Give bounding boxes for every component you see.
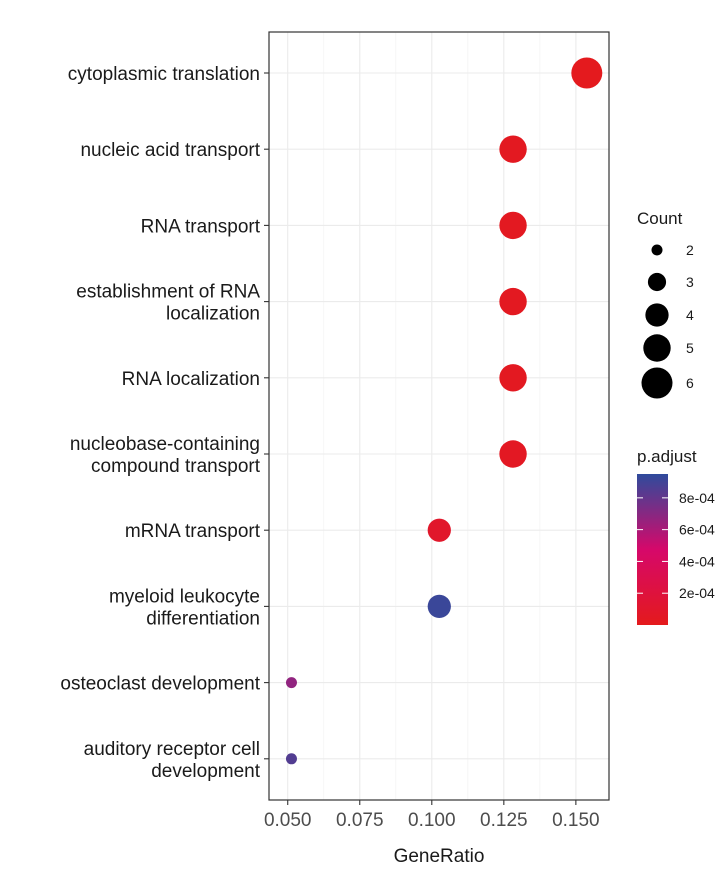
x-axis: 0.050 0.075 0.100 0.125 0.150 xyxy=(264,800,600,831)
count-legend-symbol xyxy=(651,244,663,256)
p-adjust-colorbar xyxy=(637,474,668,625)
count-legend: Count 2 3 4 5 6 xyxy=(637,209,694,399)
x-tick-label: 0.150 xyxy=(552,810,600,831)
count-legend-symbol xyxy=(643,334,671,362)
colorbar-tick-label: 6e-04 xyxy=(679,522,715,538)
category-label: cytoplasmic translation xyxy=(68,64,260,85)
category-label: localization xyxy=(166,304,260,325)
data-point xyxy=(571,57,603,89)
data-point xyxy=(499,287,527,316)
data-point xyxy=(499,440,527,468)
data-point xyxy=(285,753,297,765)
grid xyxy=(269,32,609,800)
category-label: RNA transport xyxy=(141,216,261,237)
colorbar-tick-label: 8e-04 xyxy=(679,490,715,506)
count-legend-title: Count xyxy=(637,209,683,228)
data-point xyxy=(427,594,451,619)
data-point xyxy=(427,518,451,542)
category-label: nucleic acid transport xyxy=(80,140,260,161)
category-label: mRNA transport xyxy=(125,521,261,542)
x-tick-label: 0.075 xyxy=(336,810,384,831)
category-label: differentiation xyxy=(146,608,260,629)
data-point xyxy=(499,211,527,240)
category-label: nucleobase-containing xyxy=(70,434,260,455)
data-point xyxy=(499,364,527,392)
x-tick-label: 0.050 xyxy=(264,810,312,831)
category-label: compound transport xyxy=(91,456,261,477)
count-legend-symbol xyxy=(647,272,667,292)
p-adjust-legend-title: p.adjust xyxy=(637,447,697,466)
p-adjust-legend: p.adjust 2e-04 4e-04 6e-04 8e-04 xyxy=(637,447,715,625)
count-legend-symbol xyxy=(641,367,673,399)
count-legend-symbol xyxy=(645,303,669,327)
x-tick-label: 0.100 xyxy=(408,810,456,831)
x-tick-label: 0.125 xyxy=(480,810,528,831)
data-point xyxy=(499,135,527,163)
category-label: osteoclast development xyxy=(60,674,260,695)
count-legend-label: 2 xyxy=(686,242,694,258)
category-label: auditory receptor cell xyxy=(84,739,260,760)
category-label: development xyxy=(151,761,261,782)
colorbar-tick-label: 2e-04 xyxy=(679,585,715,601)
count-legend-label: 4 xyxy=(686,307,694,323)
count-legend-label: 6 xyxy=(686,375,694,391)
category-label: myeloid leukocyte xyxy=(109,586,260,607)
category-label: RNA localization xyxy=(122,369,260,390)
colorbar-tick-label: 4e-04 xyxy=(679,553,715,569)
category-label: establishment of RNA xyxy=(76,282,260,303)
category-axis: cytoplasmic translation nucleic acid tran… xyxy=(60,64,269,782)
data-points xyxy=(285,57,603,765)
data-point xyxy=(285,677,297,689)
count-legend-label: 3 xyxy=(686,274,694,290)
x-axis-title: GeneRatio xyxy=(394,846,485,867)
plot-panel-border xyxy=(268,31,610,801)
count-legend-label: 5 xyxy=(686,340,694,356)
